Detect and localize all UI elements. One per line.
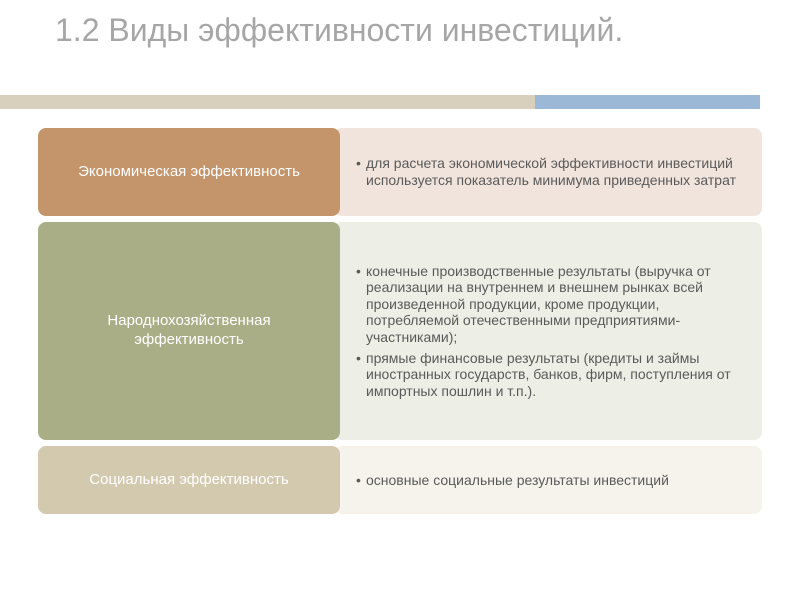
desc-social: основные социальные результаты инвестици… (334, 446, 762, 514)
label-social: Социальная эффективность (38, 446, 340, 514)
content-area: Экономическая эффективность для расчета … (38, 128, 762, 520)
row-national: Народнохозяйственная эффективность конеч… (38, 222, 762, 440)
desc-economic: для расчета экономической эффективности … (334, 128, 762, 216)
row-economic: Экономическая эффективность для расчета … (38, 128, 762, 216)
bullet: прямые финансовые результаты (кредиты и … (356, 350, 746, 400)
label-economic: Экономическая эффективность (38, 128, 340, 216)
slide-title: 1.2 Виды эффективности инвестиций. (55, 12, 623, 49)
bullet: для расчета экономической эффективности … (356, 155, 746, 188)
desc-national: конечные производственные результаты (вы… (334, 222, 762, 440)
bullet: основные социальные результаты инвестици… (356, 472, 746, 489)
bullet: конечные производственные результаты (вы… (356, 263, 746, 346)
underline-beige (0, 95, 535, 109)
label-national: Народнохозяйственная эффективность (38, 222, 340, 440)
underline-blue (535, 95, 760, 109)
row-social: Социальная эффективность основные социал… (38, 446, 762, 514)
